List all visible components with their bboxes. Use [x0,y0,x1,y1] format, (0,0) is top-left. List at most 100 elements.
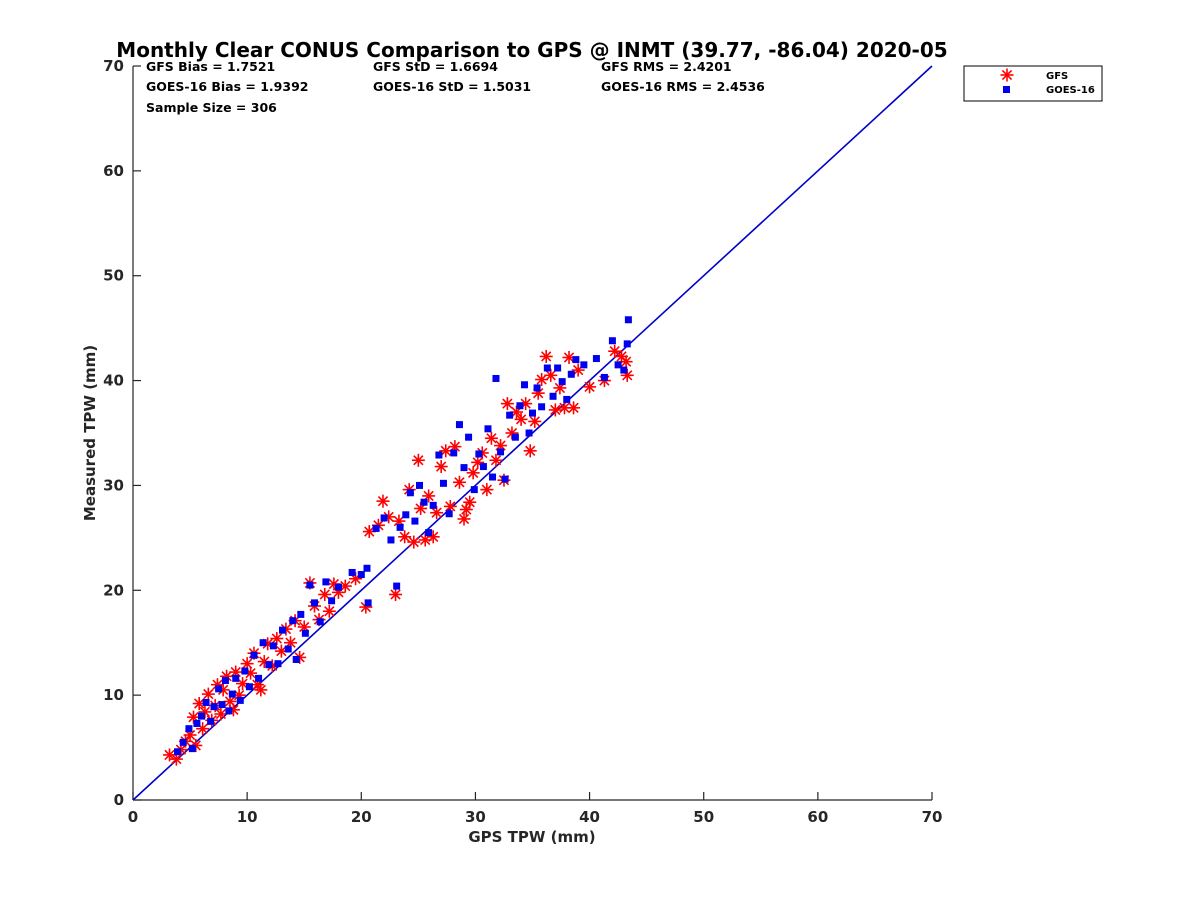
goes16-point [357,571,365,579]
goes16-point [492,374,500,382]
x-tick-label: 40 [579,808,600,826]
goes16-point [624,316,632,324]
legend-goes16-marker [1003,86,1010,93]
goes16-point [516,402,524,410]
goes16-point [297,610,305,618]
goes16-point [415,481,423,489]
goes16-point [608,337,616,345]
goes16-point [221,676,229,684]
goes16-point [174,748,182,756]
legend-gfs-asterisk [1000,68,1014,82]
gfs-point [514,412,528,426]
goes16-point [406,489,414,497]
goes16-point [420,498,428,506]
goes16-point [179,738,187,746]
goes16-point [600,373,608,381]
goes16-point [306,581,314,589]
goes16-point [334,583,342,591]
stat-goes-std: GOES-16 StD = 1.5031 [373,79,531,94]
gfs-point [500,397,514,411]
goes16-point [592,355,600,363]
y-axis-label: Measured TPW (mm) [81,345,99,521]
gfs-point [407,535,421,549]
y-tick-label: 20 [103,581,124,599]
goes16-point [241,667,249,675]
gfs-point [236,677,250,691]
goes16-point [425,529,433,537]
goes16-point [210,703,218,711]
goes16-point [393,582,401,590]
goes16-point [316,618,324,626]
legend-gfs-marker [1000,68,1014,82]
goes16-point [215,685,223,693]
goes16-point [236,696,244,704]
goes16-point [185,725,193,733]
goes16-point [348,568,356,576]
goes16-point [521,381,529,389]
y-tick-label: 60 [103,162,124,180]
stat-sample-size: Sample Size = 306 [146,100,277,115]
goes16-point [188,745,196,753]
goes16-point [554,364,562,372]
goes16-point [465,433,473,441]
goes16-point [301,629,309,637]
stat-gfs-std: GFS StD = 1.6694 [373,59,498,74]
y-tick-group: 0 10 20 30 40 50 60 70 [103,57,141,809]
goes16-point [402,511,410,519]
goes16-point [284,645,292,653]
goes16-point [269,642,277,650]
gfs-point [523,444,537,458]
x-tick-group: 0 10 20 30 40 50 60 70 [128,792,943,826]
goes16-point [259,639,267,647]
goes16-point [497,448,505,456]
goes16-point [364,599,372,607]
goes16-point [549,392,557,400]
x-tick-label: 70 [922,808,943,826]
gfs-point [254,683,268,697]
goes16-point [445,510,453,518]
goes16-point [470,486,478,494]
y-tick-label: 50 [103,267,124,285]
goes16-point [232,674,240,682]
goes16-point [511,433,519,441]
goes16-point [322,578,330,586]
goes16-point [572,356,580,364]
goes16-point [533,384,541,392]
goes16-point [380,514,388,522]
gfs-point [398,530,412,544]
goes16-point [525,429,533,437]
gfs-point [463,495,477,509]
gfs-point [426,530,440,544]
goes16-point [255,674,263,682]
goes16-point [207,717,215,725]
goes16-point [450,449,458,457]
x-tick-label: 20 [351,808,372,826]
goes16-point [225,707,233,715]
goes16-point [435,451,443,459]
goes16-point [558,378,566,386]
gfs-point [229,665,243,679]
gfs-point [457,512,471,526]
gfs-point [489,453,503,467]
goes16-point [489,473,497,481]
gfs-point [608,344,622,358]
goes16-point [543,364,551,372]
y-tick-label: 0 [114,791,124,809]
legend: GFS GOES-16 [963,65,1103,102]
goes16-point [460,464,468,472]
chart-title: Monthly Clear CONUS Comparison to GPS @ … [116,38,947,62]
goes16-series [174,316,632,756]
goes16-point [396,523,404,531]
gfs-point [480,483,494,497]
goes16-point [501,475,509,483]
x-axis-label: GPS TPW (mm) [468,828,595,846]
stat-goes-rms: GOES-16 RMS = 2.4536 [601,79,765,94]
goes16-point [538,403,546,411]
goes16-point [363,564,371,572]
goes16-point [563,395,571,403]
gfs-point [548,403,562,417]
goes16-point [455,421,463,429]
x-tick-label: 0 [128,808,138,826]
gfs-point [169,752,183,766]
